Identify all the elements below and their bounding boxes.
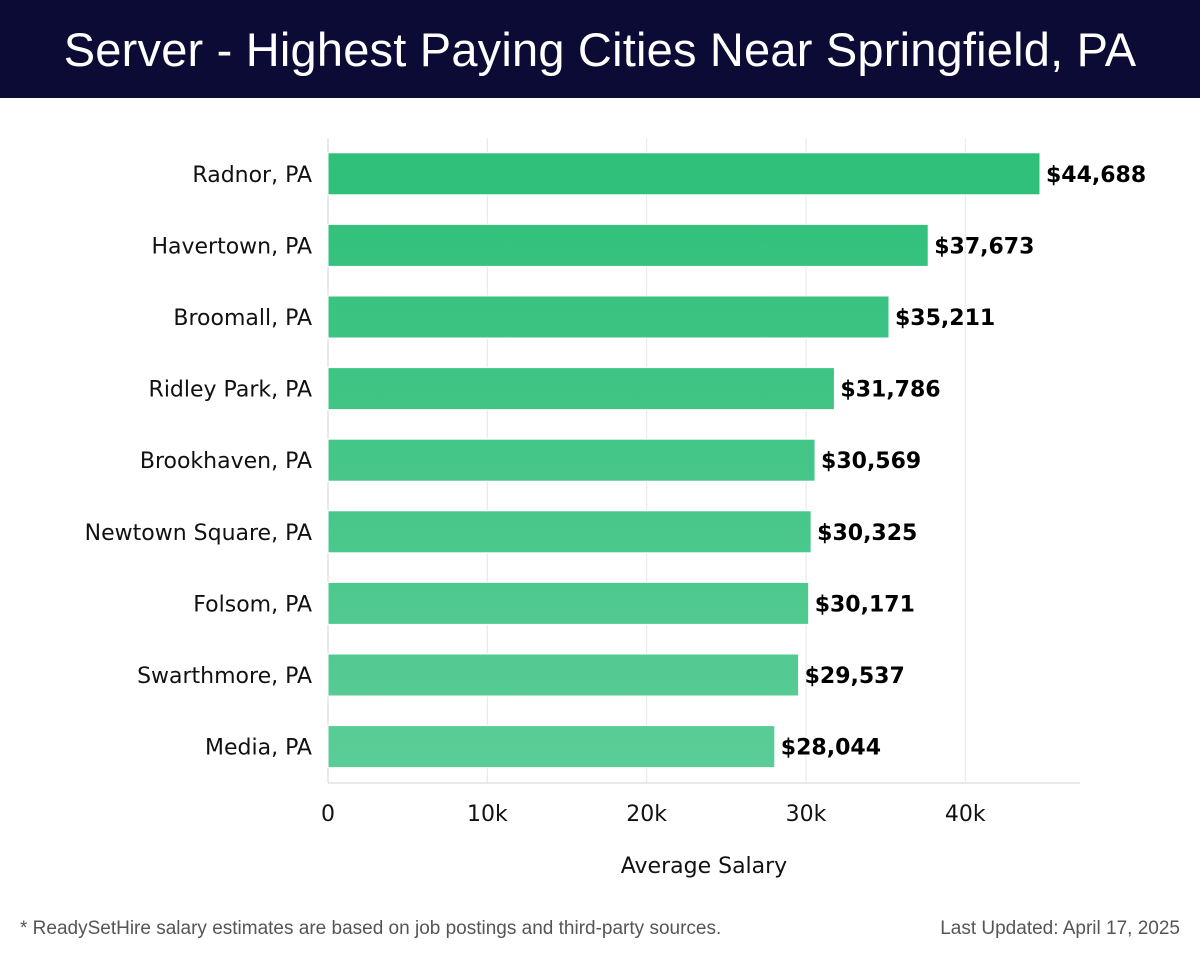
- category-label-6: Folsom, PA: [193, 592, 312, 617]
- x-tick-label-1: 10k: [467, 802, 508, 827]
- value-label-8: $28,044: [781, 736, 881, 761]
- value-label-6: $30,171: [815, 592, 915, 617]
- x-tick-label-4: 40k: [945, 802, 986, 827]
- chart-header: Server - Highest Paying Cities Near Spri…: [0, 0, 1200, 98]
- x-tick-label-3: 30k: [786, 802, 827, 827]
- category-label-0: Radnor, PA: [192, 163, 312, 188]
- category-label-7: Swarthmore, PA: [137, 664, 312, 689]
- value-label-0: $44,688: [1046, 163, 1146, 188]
- bar-chart: Radnor, PA $44,688 Havertown, PA $37,673 Bro…: [85, 138, 1146, 879]
- category-label-5: Newtown Square, PA: [85, 521, 312, 546]
- bar-1: [327, 223, 929, 267]
- value-label-7: $29,537: [805, 664, 905, 689]
- category-label-8: Media, PA: [205, 736, 312, 761]
- x-tick-label-0: 0: [321, 802, 335, 827]
- chart-title: Server - Highest Paying Cities Near Spri…: [63, 22, 1137, 76]
- bar-2: [327, 295, 890, 339]
- category-label-2: Broomall, PA: [173, 306, 312, 331]
- category-label-3: Ridley Park, PA: [149, 378, 312, 403]
- value-label-5: $30,325: [817, 521, 917, 546]
- value-label-4: $30,569: [821, 449, 921, 474]
- bar-5: [327, 510, 812, 554]
- bar-3: [327, 367, 835, 411]
- bar-4: [327, 438, 816, 482]
- category-label-4: Brookhaven, PA: [140, 449, 312, 474]
- bar-8: [327, 725, 776, 769]
- x-tick-label-2: 20k: [626, 802, 667, 827]
- value-label-3: $31,786: [840, 378, 940, 403]
- bar-0: [327, 152, 1041, 196]
- footnote: * ReadySetHire salary estimates are base…: [20, 918, 722, 939]
- value-label-1: $37,673: [934, 234, 1034, 259]
- last-updated: Last Updated: April 17, 2025: [940, 918, 1180, 939]
- category-label-1: Havertown, PA: [151, 234, 312, 259]
- bar-7: [327, 653, 800, 697]
- x-axis-title: Average Salary: [621, 854, 787, 879]
- value-label-2: $35,211: [895, 306, 995, 331]
- bar-6: [327, 581, 810, 625]
